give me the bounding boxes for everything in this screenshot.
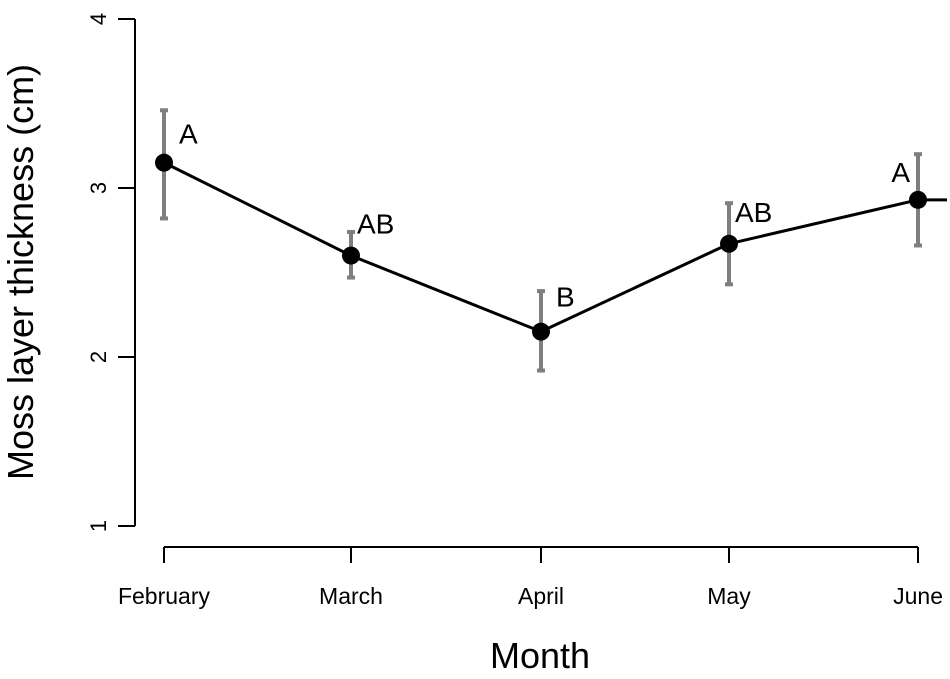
significance-label: A: [891, 157, 910, 188]
x-tick-label: February: [118, 583, 211, 609]
significance-label: B: [556, 282, 575, 313]
significance-labels: A AB B AB A: [179, 119, 910, 313]
significance-label: AB: [357, 209, 394, 240]
y-axis-title: Moss layer thickness (cm): [0, 64, 41, 480]
data-point: [909, 190, 927, 209]
x-tick-label: May: [707, 583, 751, 609]
x-axis: February March April May June: [118, 546, 943, 609]
significance-label: A: [179, 119, 198, 150]
x-tick-label: June: [893, 583, 943, 609]
y-tick-label: 1: [86, 520, 111, 532]
data-point: [342, 246, 360, 265]
y-tick-label: 4: [86, 13, 111, 25]
x-tick-label: April: [518, 583, 564, 609]
y-axis: 1 2 3 4: [86, 13, 136, 532]
y-tick-label: 3: [86, 182, 111, 194]
significance-label: AB: [735, 197, 772, 228]
data-point: [720, 234, 738, 253]
data-point: [155, 153, 173, 172]
x-axis-title: Month: [490, 635, 590, 676]
data-point: [532, 322, 550, 341]
x-tick-label: March: [319, 583, 383, 609]
data-points: [155, 153, 927, 341]
y-tick-label: 2: [86, 351, 111, 363]
